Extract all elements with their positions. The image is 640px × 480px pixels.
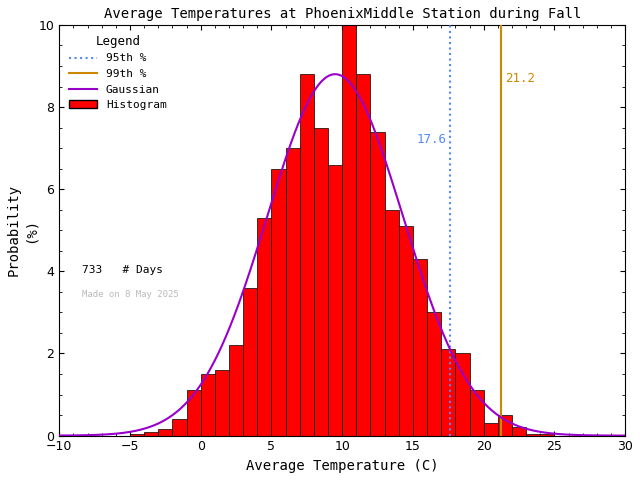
Bar [271,168,285,436]
X-axis label: Average Temperature (C): Average Temperature (C) [246,459,438,473]
Text: 733   # Days: 733 # Days [82,265,163,275]
Gaussian [27,433,35,439]
Bar [498,415,512,436]
Bar [229,345,243,436]
99th % [497,433,504,439]
Title: Average Temperatures at PhoenixMiddle Station during Fall: Average Temperatures at PhoenixMiddle St… [104,7,581,21]
Bar [456,353,470,436]
Text: Made on 8 May 2025: Made on 8 May 2025 [82,290,179,299]
Bar [512,427,526,436]
Bar [371,132,385,436]
Bar [526,433,540,436]
Bar [399,226,413,436]
Bar [144,432,158,436]
Bar [470,390,484,436]
Gaussian [455,364,463,370]
95th % [446,392,454,397]
95th % [446,433,454,439]
Bar [243,288,257,436]
Bar [314,128,328,436]
Line: Gaussian: Gaussian [31,74,640,436]
Gaussian [279,165,287,170]
99th % [497,392,504,397]
Bar [172,419,187,436]
Bar [385,210,399,436]
Bar [328,165,342,436]
Legend: 95th %, 99th %, Gaussian, Histogram: 95th %, 99th %, Gaussian, Histogram [65,30,171,115]
Bar [285,148,300,436]
Gaussian [301,105,309,111]
Bar [342,25,356,436]
Gaussian [331,72,339,77]
Bar [130,433,144,436]
Bar [215,370,229,436]
Bar [201,374,215,436]
Gaussian [513,423,521,429]
Gaussian [91,432,99,438]
Text: 17.6: 17.6 [417,133,447,146]
Bar [257,218,271,436]
Bar [300,74,314,436]
Bar [158,430,172,436]
Bar [356,74,371,436]
Bar [427,312,441,436]
Bar [484,423,498,436]
Y-axis label: Probability
(%): Probability (%) [7,184,37,276]
Text: 21.2: 21.2 [505,72,535,85]
Bar [187,390,201,436]
Bar [413,259,427,436]
Bar [441,349,456,436]
Gaussian [524,426,532,432]
Bar [540,433,554,436]
